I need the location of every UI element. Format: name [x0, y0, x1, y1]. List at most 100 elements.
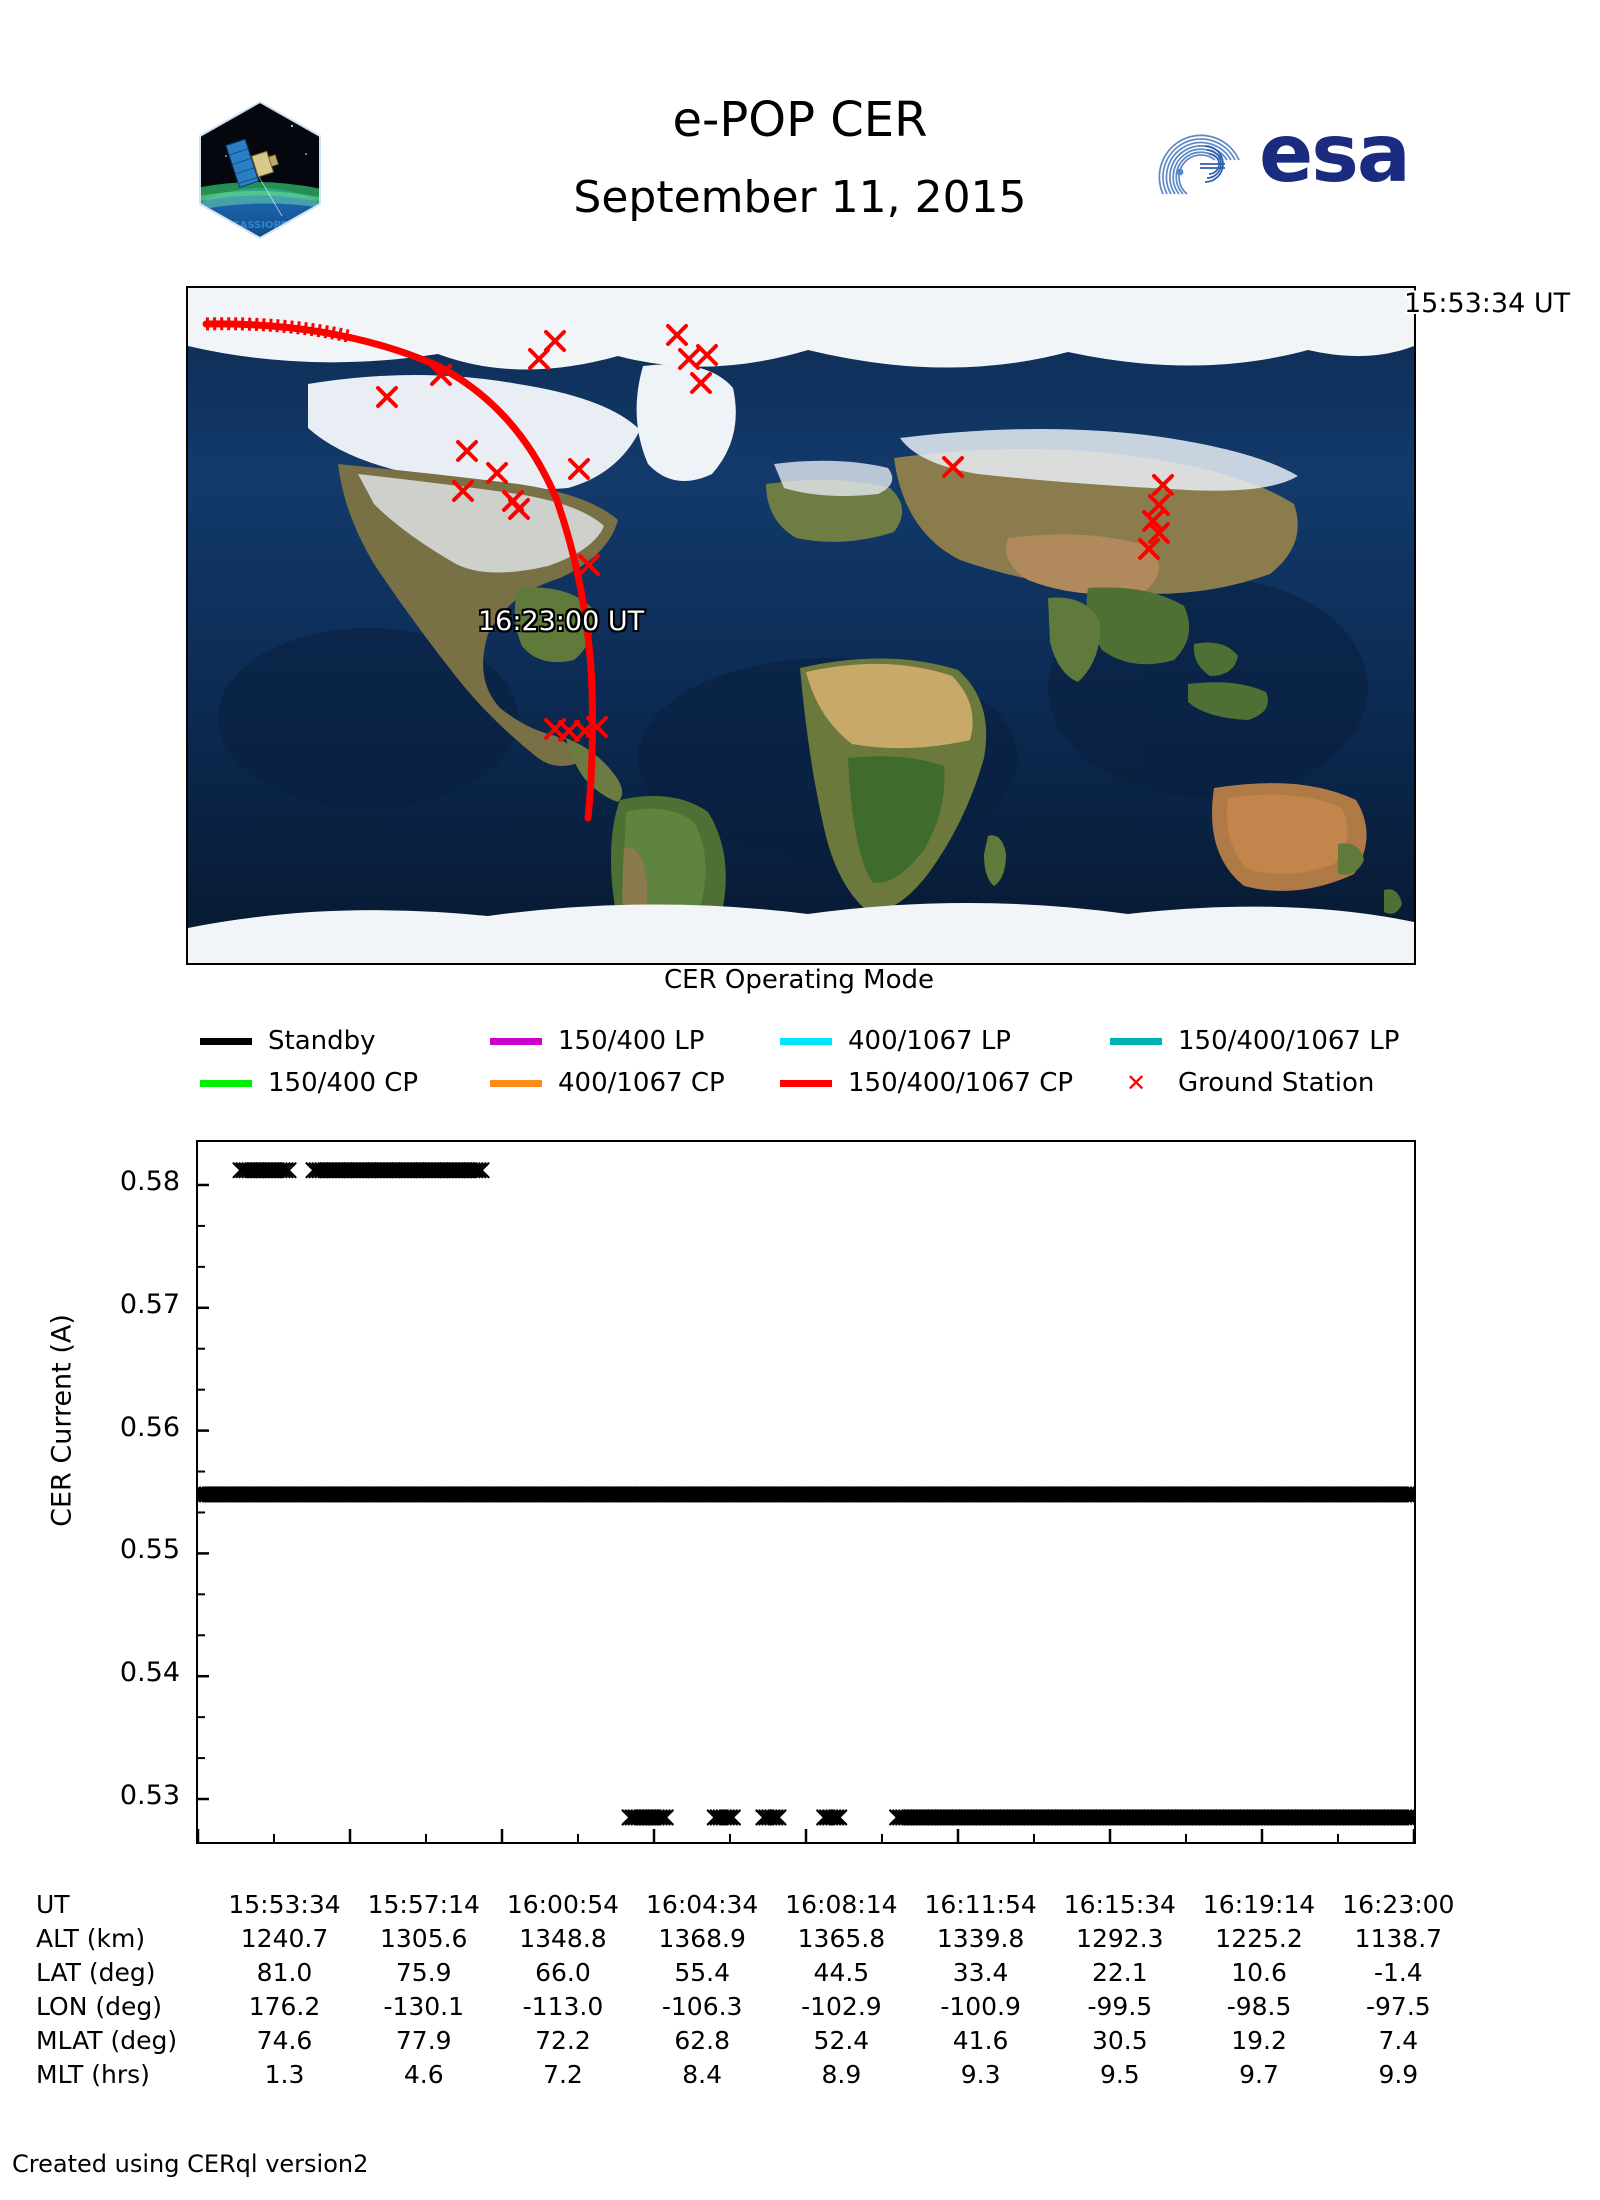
ephemeris-data-table: UT 15:53:34 15:57:14 16:00:54 16:04:34 16:08:…: [28, 1888, 1468, 2092]
x-axis-ticks: [198, 1829, 1414, 1842]
table-cell: 176.2: [248, 1992, 321, 2021]
table-cell: 8.4: [682, 2060, 723, 2089]
y-tick-label: 0.56: [119, 1411, 180, 1443]
legend-label-ground-station: Ground Station: [1178, 1068, 1375, 1098]
table-cell: 1348.8: [519, 1924, 607, 1953]
table-row: UT 15:53:34 15:57:14 16:00:54 16:04:34 16:08:…: [28, 1888, 1468, 1922]
table-cell: -99.5: [1087, 1992, 1153, 2021]
table-cell: 81.0: [256, 1958, 313, 1987]
table-cell: 33.4: [952, 1958, 1009, 1987]
series-high-band: [232, 1162, 490, 1179]
table-cell: 7.4: [1378, 2026, 1419, 2055]
table-row-label: LAT (deg): [36, 1958, 156, 1987]
table-row: LON (deg) 176.2 -130.1 -113.0 -106.3 -102.9 -1…: [28, 1990, 1468, 2024]
table-cell: 16:08:14: [785, 1890, 898, 1919]
table-cell: -100.9: [940, 1992, 1021, 2021]
legend-label-400-1067-cp: 400/1067 CP: [558, 1068, 725, 1098]
y-tick-label: 0.57: [119, 1288, 180, 1320]
table-cell: 1368.9: [658, 1924, 746, 1953]
table-cell: 44.5: [813, 1958, 870, 1987]
table-cell: 16:19:14: [1202, 1890, 1316, 1919]
legend-swatch-150-400-1067-lp: [1110, 1037, 1162, 1045]
legend-label-150-400-cp: 150/400 CP: [268, 1068, 419, 1098]
cassiope-mission-patch-icon: CASSIOPE: [196, 100, 324, 240]
table-cell: 72.2: [535, 2026, 591, 2055]
map-start-time-label: 15:53:34 UT: [1404, 288, 1571, 319]
table-cell: -113.0: [522, 1992, 604, 2021]
legend-label-standby: Standby: [268, 1026, 376, 1056]
table-cell: 16:15:34: [1063, 1890, 1176, 1919]
table-cell: -98.5: [1226, 1992, 1292, 2021]
legend-swatch-standby: [200, 1037, 252, 1045]
table-cell: 16:11:54: [924, 1890, 1037, 1919]
legend-swatch-400-1067-lp: [780, 1037, 832, 1045]
y-tick-label: 0.58: [119, 1165, 180, 1197]
table-cell: 1305.6: [379, 1924, 468, 1953]
table-cell: 16:00:54: [506, 1890, 620, 1919]
table-row-label: ALT (km): [36, 1924, 146, 1953]
table-cell: 1225.2: [1215, 1924, 1303, 1953]
table-cell: 62.8: [674, 2026, 730, 2055]
page-subtitle: September 11, 2015: [573, 172, 1027, 223]
map-end-time-label: 16:23:00 UT: [478, 606, 645, 637]
legend-title: CER Operating Mode: [663, 965, 934, 995]
page-title: e-POP CER: [672, 92, 928, 148]
series-mid-band: [198, 1486, 1414, 1503]
legend-row-1: Standby 150/400 LP 400/1067 LP 150/400/1…: [200, 1020, 1450, 1062]
table-cell: 7.2: [543, 2060, 583, 2089]
table-cell: 9.9: [1378, 2060, 1419, 2089]
footer-note: Created using CERql version2: [12, 2150, 369, 2178]
table-cell: 1365.8: [797, 1924, 886, 1953]
table-cell: 66.0: [535, 1958, 591, 1987]
legend-item-400-1067-lp: 400/1067 LP: [780, 1026, 1110, 1056]
legend-item-standby: Standby: [200, 1026, 490, 1056]
table-row-label: MLAT (deg): [36, 2026, 178, 2055]
table-cell: 75.9: [395, 1958, 452, 1987]
esa-wordmark: esa: [1259, 107, 1411, 200]
ground-station-x-icon: ✕: [1125, 1069, 1147, 1097]
legend-item-ground-station: ✕ Ground Station: [1110, 1068, 1374, 1098]
table-cell: -1.4: [1373, 1958, 1423, 1987]
table-cell: 16:04:34: [646, 1890, 759, 1919]
table-cell: -130.1: [383, 1992, 465, 2021]
esa-logo: esa: [1155, 114, 1440, 202]
legend-swatch-150-400-cp: [200, 1079, 252, 1087]
ephemeris-table-body: UT 15:53:34 15:57:14 16:00:54 16:04:34 16:08:…: [28, 1888, 1468, 2092]
table-cell: -102.9: [801, 1992, 882, 2021]
table-cell: 30.5: [1091, 2026, 1148, 2055]
legend-row-2: 150/400 CP 400/1067 CP 150/400/1067 CP ✕…: [200, 1062, 1450, 1104]
table-cell: 1.3: [264, 2060, 305, 2089]
table-row: LAT (deg) 81.0 75.9 66.0 55.4 44.5 33.4 22.1 10.…: [28, 1956, 1468, 1990]
orbit-ground-track: [202, 317, 596, 822]
table-cell: 15:57:14: [367, 1890, 480, 1919]
esa-swirl-icon: [1158, 134, 1240, 195]
scatter-plot-canvas: [198, 1162, 1414, 1842]
legend-item-150-400-1067-lp: 150/400/1067 LP: [1110, 1026, 1399, 1056]
table-cell: 41.6: [952, 2026, 1009, 2055]
table-cell: 8.9: [821, 2060, 862, 2089]
y-tick-label: 0.55: [119, 1534, 180, 1566]
table-row: MLT (hrs) 1.3 4.6 7.2 8.4 8.9 9.3 9.5 9.7 9.9: [28, 2058, 1468, 2092]
table-cell: 9.5: [1099, 2060, 1140, 2089]
legend-swatch-150-400-lp: [490, 1037, 542, 1045]
table-cell: 4.6: [403, 2060, 444, 2089]
y-tick-label: 0.53: [119, 1780, 180, 1812]
legend-item-150-400-1067-cp: 150/400/1067 CP: [780, 1068, 1110, 1098]
cer-current-scatter-plot: [196, 1140, 1416, 1844]
world-map-image: [188, 288, 1414, 963]
y-axis-ticks: [198, 1183, 209, 1801]
legend-swatch-150-400-1067-cp: [780, 1079, 832, 1087]
table-cell: 52.4: [813, 2026, 870, 2055]
table-cell: 1292.3: [1076, 1924, 1164, 1953]
page-header: CASSIOPE e-POP CER September 11, 2015: [0, 0, 1600, 260]
table-cell: 22.1: [1091, 1958, 1148, 1987]
table-cell: 1339.8: [936, 1924, 1025, 1953]
legend-item-150-400-lp: 150/400 LP: [490, 1026, 780, 1056]
table-cell: 9.3: [960, 2060, 1001, 2089]
ground-station-markers: [376, 324, 1174, 742]
legend-label-150-400-1067-cp: 150/400/1067 CP: [848, 1068, 1074, 1098]
table-cell: 16:23:00: [1342, 1890, 1455, 1919]
table-row-label: UT: [36, 1890, 70, 1919]
series-low-band: [621, 1809, 1414, 1826]
legend-item-400-1067-cp: 400/1067 CP: [490, 1068, 780, 1098]
